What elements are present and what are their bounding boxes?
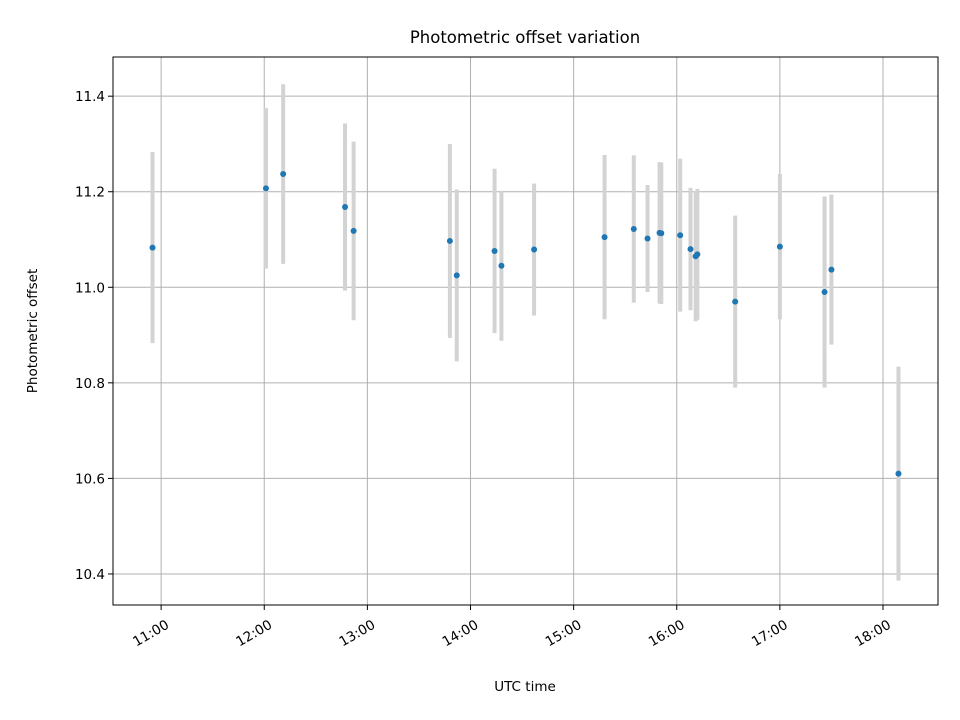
chart-title: Photometric offset variation [410, 28, 640, 47]
data-point [687, 246, 694, 253]
data-point [342, 204, 349, 211]
data-point [498, 262, 505, 269]
data-point [694, 251, 701, 258]
y-tick-label: 11.2 [75, 185, 105, 201]
data-point [350, 227, 357, 234]
data-point [732, 298, 739, 305]
data-point [821, 289, 828, 296]
data-point [630, 225, 637, 232]
data-point [601, 234, 608, 241]
data-point [677, 232, 684, 239]
y-tick-label: 10.4 [75, 567, 105, 583]
y-tick-label: 10.8 [75, 376, 105, 392]
data-point [262, 185, 269, 192]
grid [113, 57, 938, 605]
data-point [895, 470, 902, 477]
data-point [453, 272, 460, 279]
y-axis-ticks: 10.4 10.6 10.8 11.0 11.2 11.4 [75, 89, 113, 583]
y-tick-label: 10.6 [75, 471, 105, 487]
y-tick-label: 11.0 [75, 280, 105, 296]
data-point [828, 266, 835, 273]
x-axis-label: UTC time [494, 679, 556, 695]
data-point [280, 171, 287, 178]
data-point [149, 244, 156, 251]
data-point [658, 230, 665, 237]
y-tick-label: 11.4 [75, 89, 105, 105]
data-points [149, 171, 902, 477]
data-point [446, 237, 453, 244]
data-point [776, 243, 783, 250]
plot-frame [112, 56, 939, 606]
data-point [644, 235, 651, 242]
data-point [531, 246, 538, 253]
data-point [491, 247, 498, 254]
y-axis-label: Photometric offset [25, 269, 41, 393]
